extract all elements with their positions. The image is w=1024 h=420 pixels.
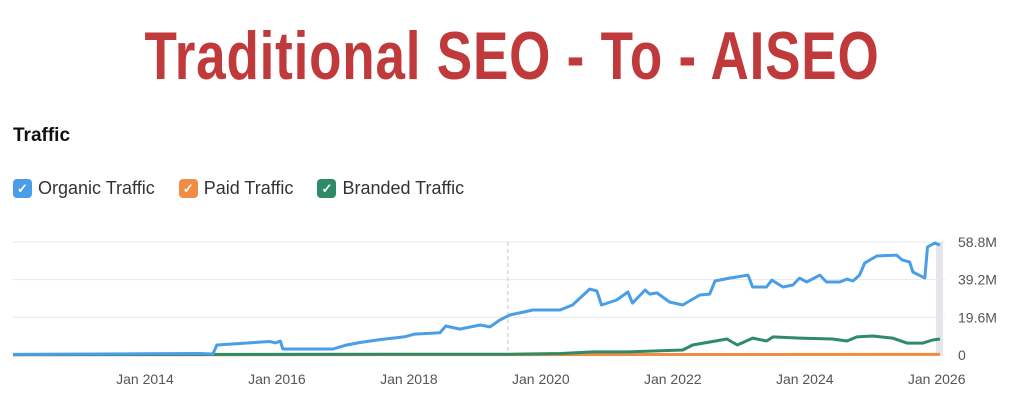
legend-label: Organic Traffic bbox=[38, 178, 155, 198]
checkbox-checked-icon[interactable]: ✓ bbox=[178, 179, 198, 198]
x-tick-label: Jan 2026 bbox=[908, 371, 966, 387]
x-tick-label: Jan 2018 bbox=[380, 371, 438, 387]
series-line-organic-traffic bbox=[12, 241, 941, 356]
checkbox-checked-icon[interactable]: ✓ bbox=[317, 179, 337, 198]
checkbox-checked-icon[interactable]: ✓ bbox=[13, 179, 32, 198]
legend-label: Branded Traffic bbox=[342, 178, 465, 198]
x-tick-label: Jan 2024 bbox=[776, 371, 834, 387]
hover-band bbox=[936, 242, 943, 355]
section-title: Traffic bbox=[13, 125, 71, 146]
series-line-branded-traffic bbox=[12, 334, 941, 357]
page-title: Traditional SEO - To - AISEO bbox=[144, 18, 880, 94]
legend-branded-traffic[interactable]: ✓ Branded Traffic bbox=[317, 178, 464, 199]
legend-paid-traffic[interactable]: ✓ Paid Traffic bbox=[178, 178, 294, 199]
y-tick-label: 19.6M bbox=[958, 309, 997, 325]
x-tick-label: Jan 2016 bbox=[248, 371, 306, 387]
chart-legend: ✓ Organic Traffic ✓ Paid Traffic ✓ Brand… bbox=[13, 178, 464, 199]
y-tick-label: 39.2M bbox=[958, 272, 997, 288]
legend-label: Paid Traffic bbox=[203, 178, 294, 198]
y-tick-label: 0 bbox=[958, 347, 966, 363]
x-tick-label: Jan 2014 bbox=[116, 371, 174, 387]
legend-organic-traffic[interactable]: ✓ Organic Traffic bbox=[13, 178, 155, 199]
x-tick-label: Jan 2020 bbox=[512, 371, 570, 387]
y-tick-label: 58.8M bbox=[958, 234, 997, 250]
x-tick-label: Jan 2022 bbox=[644, 371, 702, 387]
